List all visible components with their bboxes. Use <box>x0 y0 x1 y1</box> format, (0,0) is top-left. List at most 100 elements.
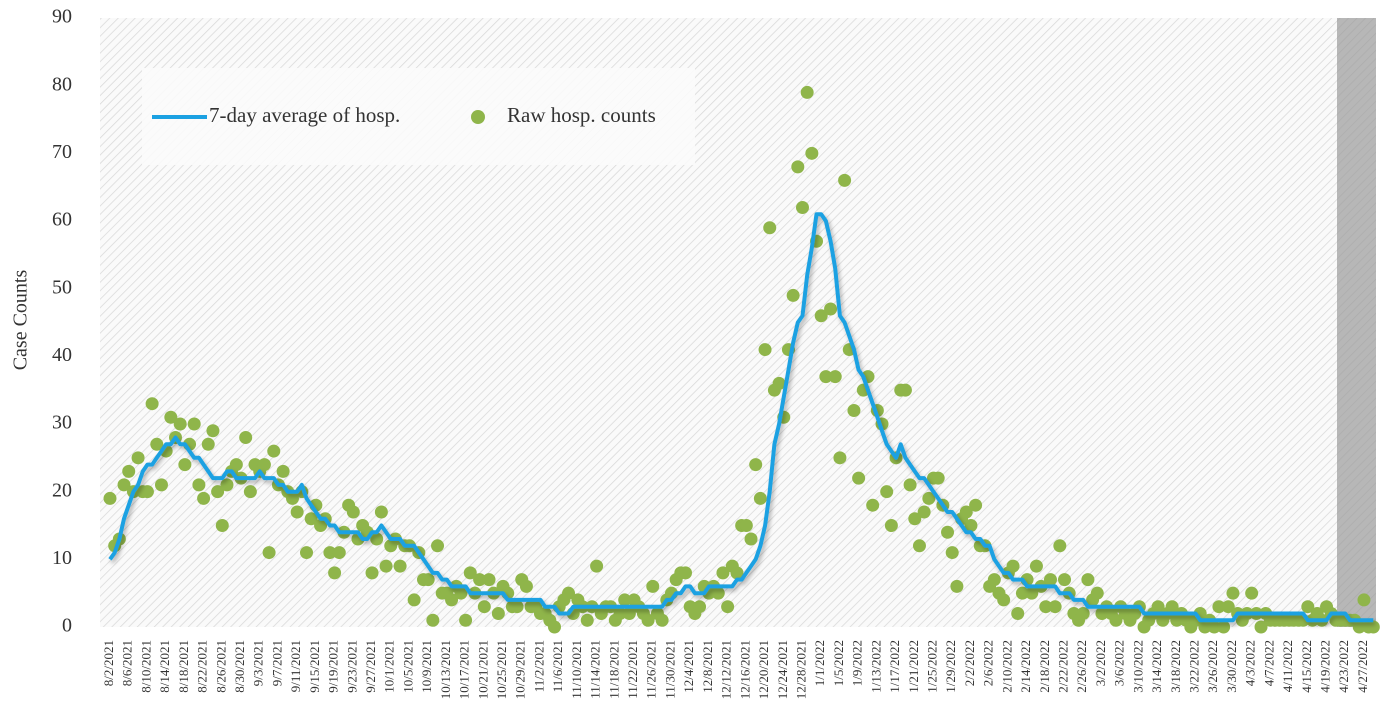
data-point <box>332 546 346 560</box>
data-point <box>716 566 730 580</box>
data-point <box>1165 600 1179 614</box>
data-point <box>1151 600 1165 614</box>
data-point <box>613 606 627 620</box>
x-tick-label: 11/6/2021 <box>550 640 565 692</box>
y-tick-label: 60 <box>52 209 72 231</box>
data-point <box>323 546 337 560</box>
data-point <box>730 566 744 580</box>
y-tick-label: 0 <box>62 615 72 637</box>
legend-box <box>142 68 695 165</box>
data-point <box>285 491 299 505</box>
data-point <box>711 586 725 600</box>
data-point <box>922 491 936 505</box>
data-point <box>908 512 922 526</box>
x-tick-label: 3/30/2022 <box>1224 640 1239 693</box>
data-point <box>454 586 468 600</box>
data-point <box>1053 539 1067 553</box>
data-point <box>1366 620 1380 634</box>
data-point <box>772 376 786 390</box>
data-point <box>833 451 847 465</box>
data-point <box>477 600 491 614</box>
x-tick-label: 3/10/2022 <box>1130 640 1145 693</box>
x-tick-label: 2/26/2022 <box>1074 640 1089 693</box>
data-point <box>220 478 234 492</box>
legend-swatch <box>471 110 485 124</box>
x-tick-label: 11/18/2021 <box>606 640 621 699</box>
x-tick-label: 1/25/2022 <box>924 640 939 693</box>
x-tick-label: 2/18/2022 <box>1037 640 1052 693</box>
data-point <box>828 370 842 384</box>
data-point <box>197 491 211 505</box>
data-point <box>898 383 912 397</box>
data-point <box>519 579 533 593</box>
y-tick-label: 20 <box>52 479 72 501</box>
data-point <box>482 573 496 587</box>
y-axis-label: Case Counts <box>10 270 32 371</box>
x-tick-label: 8/26/2021 <box>213 640 228 693</box>
data-point <box>1109 613 1123 627</box>
x-tick-label: 4/3/2022 <box>1243 640 1258 686</box>
x-tick-label: 2/14/2022 <box>1018 640 1033 693</box>
x-tick-label: 12/4/2021 <box>681 640 696 693</box>
data-point <box>346 505 360 519</box>
x-tick-label: 10/29/2021 <box>513 640 528 699</box>
data-point <box>758 343 772 357</box>
data-point <box>262 546 276 560</box>
data-point <box>510 600 524 614</box>
x-tick-label: 11/10/2021 <box>569 640 584 699</box>
data-point <box>243 485 257 499</box>
data-point <box>987 573 1001 587</box>
x-tick-label: 11/30/2021 <box>662 640 677 699</box>
data-point <box>1015 586 1029 600</box>
x-tick-label: 9/23/2021 <box>344 640 359 693</box>
data-point <box>229 458 243 472</box>
data-point <box>491 606 505 620</box>
data-point <box>1352 620 1366 634</box>
data-point <box>201 437 215 451</box>
data-point <box>211 485 225 499</box>
x-tick-label: 9/27/2021 <box>363 640 378 693</box>
data-point <box>795 200 809 214</box>
x-tick-label: 11/26/2021 <box>644 640 659 699</box>
shaded-region <box>1337 18 1376 627</box>
x-tick-label: 8/10/2021 <box>138 640 153 693</box>
data-point <box>866 498 880 512</box>
data-point <box>655 613 669 627</box>
data-point <box>304 512 318 526</box>
series-line <box>108 212 1374 623</box>
data-point <box>1058 573 1072 587</box>
data-point <box>884 519 898 532</box>
y-tick-label: 30 <box>52 412 72 434</box>
x-tick-label: 8/30/2021 <box>232 640 247 693</box>
data-point <box>819 370 833 384</box>
y-tick-label: 80 <box>52 73 72 95</box>
data-point <box>749 458 763 472</box>
x-tick-label: 9/11/2021 <box>288 640 303 692</box>
legend-label: Raw hosp. counts <box>507 103 656 127</box>
data-point <box>580 613 594 627</box>
data-point <box>618 593 632 607</box>
data-point <box>1221 600 1235 614</box>
data-point <box>880 485 894 499</box>
x-tick-label: 11/22/2021 <box>625 640 640 699</box>
data-point <box>1076 606 1090 620</box>
data-point <box>300 546 314 560</box>
x-tick-label: 12/28/2021 <box>793 640 808 699</box>
x-tick-label: 3/26/2022 <box>1205 640 1220 693</box>
x-tick-label: 4/27/2022 <box>1355 640 1370 693</box>
data-point <box>122 464 136 478</box>
x-tick-label: 12/12/2021 <box>719 640 734 699</box>
x-tick-label: 4/23/2022 <box>1336 640 1351 693</box>
data-point <box>150 437 164 451</box>
y-tick-label: 10 <box>52 547 72 569</box>
data-point <box>903 478 917 492</box>
data-point <box>365 566 379 580</box>
data-point <box>276 464 290 478</box>
data-point <box>215 519 229 532</box>
data-point <box>1301 600 1315 614</box>
data-point <box>1090 586 1104 600</box>
x-tick-label: 1/29/2022 <box>943 640 958 693</box>
x-tick-label: 3/14/2022 <box>1149 640 1164 693</box>
data-point <box>805 146 819 160</box>
data-point <box>814 309 828 323</box>
